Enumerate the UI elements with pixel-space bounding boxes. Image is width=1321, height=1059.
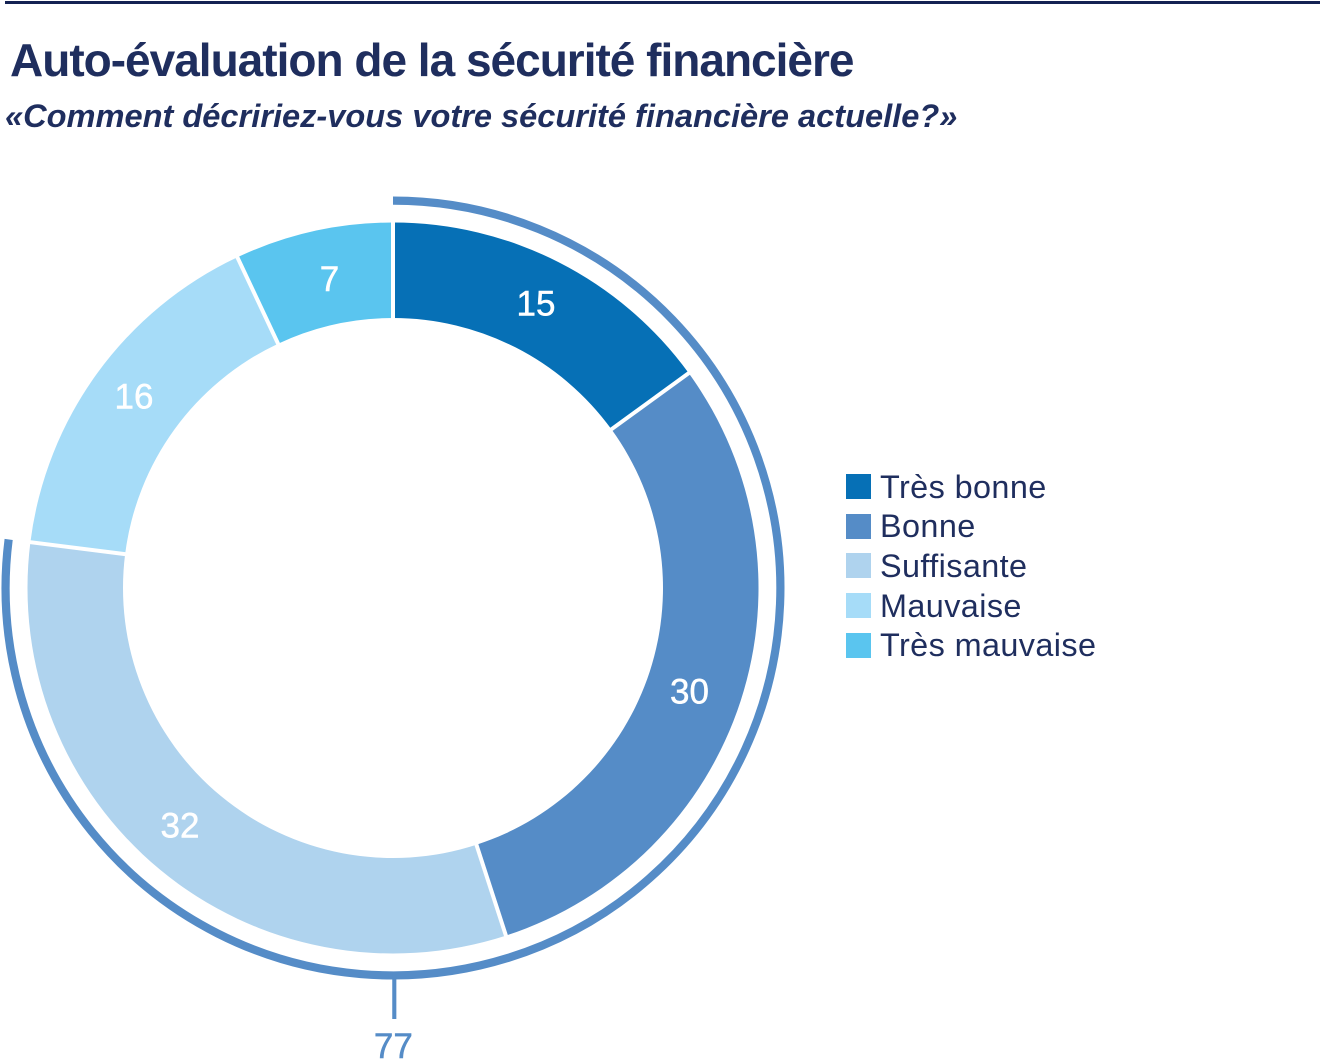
svg-text:32: 32: [161, 807, 200, 846]
svg-text:7: 7: [320, 260, 339, 299]
svg-text:77: 77: [374, 1027, 413, 1059]
svg-text:16: 16: [115, 378, 154, 417]
svg-text:15: 15: [517, 285, 556, 324]
svg-text:30: 30: [670, 673, 709, 712]
